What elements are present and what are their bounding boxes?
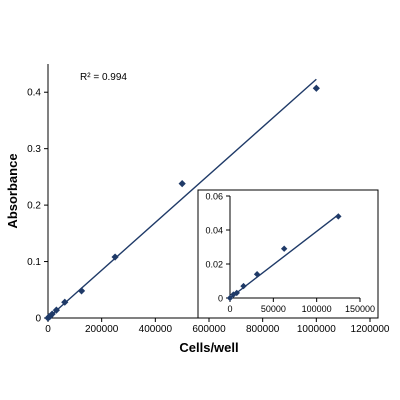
inset-x-tick-label: 100000 [302,304,332,314]
main-x-ticks: 0 200000 400000 600000 800000 1000000 1200000 [45,318,390,335]
inset-x-tick-label: 150000 [345,304,375,314]
inset-y-tick-label: 0.02 [205,260,223,270]
inset-x-tick-label: 0 [227,304,232,314]
main-x-tick-label: 200000 [85,324,119,335]
main-x-tick-label: 0 [45,324,51,335]
y-axis-title: Absorbance [5,153,20,228]
r-squared-annotation: R² = 0.994 [80,72,127,83]
main-x-tick-label: 1000000 [297,324,336,335]
main-data-point [48,310,56,318]
main-data-point [77,287,86,295]
main-data-point [61,298,69,306]
inset-data-point [233,289,240,297]
main-data-point [312,84,320,92]
inset-y-tick-label: 0.04 [205,226,223,236]
main-y-tick-label: 0.4 [27,88,41,99]
inset-trendline [229,214,339,299]
inset-data-point [240,282,247,290]
main-y-ticks: 0 0.1 0.2 0.3 0.4 [27,88,48,325]
inset-data-point [253,271,261,278]
main-data-point [52,306,60,314]
main-x-tick-label: 400000 [139,324,173,335]
inset-y-tick-label: 0 [218,294,223,304]
inset-y-tick-label: 0.06 [205,192,223,202]
inset-points [226,213,342,302]
main-data-point [178,180,186,188]
main-data-point [111,253,119,261]
main-plot: 0 0.1 0.2 0.3 0.4 0 200000 400000 600000 800000 1… [5,64,390,355]
main-y-tick-label: 0 [35,314,41,325]
main-y-tick-label: 0.1 [27,257,41,268]
main-data-point [46,312,54,320]
main-x-tick-label: 600000 [192,324,226,335]
main-y-tick-label: 0.2 [27,201,41,212]
main-y-tick-label: 0.3 [27,144,41,155]
main-points [44,84,320,322]
inset-x-tick-label: 50000 [261,304,286,314]
main-x-tick-label: 1200000 [351,324,390,335]
main-x-tick-label: 800000 [246,324,280,335]
inset-data-point [280,245,288,252]
inset-plot: 0 0.02 0.04 0.06 0 50000 100000 150000 [197,189,379,319]
inset-data-point [226,294,234,302]
inset-data-point [335,213,342,220]
x-axis-title: Cells/well [179,340,238,355]
main-trendline [47,78,317,319]
